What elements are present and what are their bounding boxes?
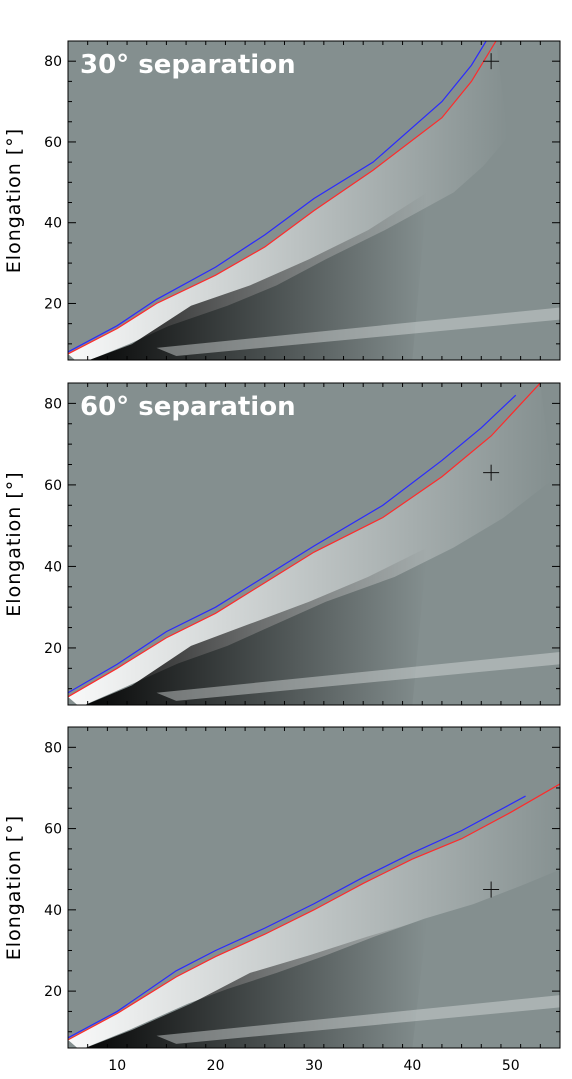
blue-series-line: [68, 795, 526, 1039]
y-axis-label: Elongation [°]: [3, 128, 25, 273]
y-tick-label: 60: [44, 822, 62, 838]
y-tick-label: 40: [44, 903, 62, 919]
y-tick-label: 60: [44, 478, 62, 494]
front-dark-wedge: [68, 918, 428, 1048]
x-tick-label: 20: [207, 1058, 225, 1074]
red-series-line: [68, 383, 541, 698]
secondary-streak: [156, 995, 560, 1044]
y-axis-label: Elongation [°]: [3, 815, 25, 960]
panel-1: 20 40 60 80 Elongation [°] 30° separation: [3, 40, 561, 361]
y-tick-label: 80: [44, 740, 62, 756]
plot-frame: [67, 726, 561, 1049]
front-dark-wedge: [68, 547, 428, 705]
heatmap-area: [68, 383, 560, 705]
y-tick-label: 20: [44, 296, 62, 312]
x-tick-label: 40: [403, 1058, 421, 1074]
secondary-streak: [156, 652, 560, 701]
y-tick-label: 80: [44, 54, 62, 70]
x-tick-label: 50: [502, 1058, 520, 1074]
red-series-line: [68, 41, 497, 355]
y-tick-label: 40: [44, 216, 62, 232]
y-tick-label: 40: [44, 559, 62, 575]
front-bright-band: [68, 783, 560, 1048]
red-series-line: [68, 783, 560, 1041]
plot-frame: [67, 382, 561, 706]
panel-2: 20 40 60 80 Elongation [°] 60° separation: [3, 382, 561, 706]
plus-marker: [483, 53, 500, 70]
plus-marker: [483, 464, 500, 481]
plus-marker: [483, 881, 500, 898]
panel-title: 60° separation: [80, 392, 296, 422]
y-tick-label: 20: [44, 641, 62, 657]
front-bright-band: [68, 383, 553, 705]
panel-3: 20 40 60 80 10 20 30 40 50 Elongation [°]: [3, 726, 561, 1074]
heatmap-area: [68, 41, 560, 360]
x-tick-label: 10: [108, 1058, 126, 1074]
blue-series-line: [68, 394, 517, 694]
y-tick-label: 80: [44, 396, 62, 412]
blue-series-line: [68, 41, 487, 353]
y-tick-label: 20: [44, 984, 62, 1000]
heatmap-area: [68, 727, 560, 1048]
panel-title: 30° separation: [80, 50, 296, 80]
y-axis-label: Elongation [°]: [3, 471, 25, 616]
plot-frame: [67, 40, 561, 361]
x-tick-label: 30: [305, 1058, 323, 1074]
secondary-streak: [156, 307, 560, 356]
y-tick-label: 60: [44, 135, 62, 151]
front-dark-wedge: [68, 192, 428, 360]
